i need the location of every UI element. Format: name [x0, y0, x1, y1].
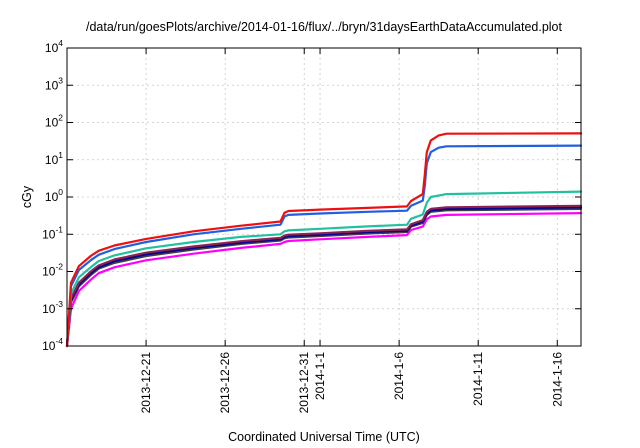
y-tick-label: 103: [45, 75, 63, 92]
grid: [67, 48, 581, 346]
x-tick-label: 2013-12-31: [297, 352, 311, 414]
x-tick-label: 2013-12-26: [218, 352, 232, 414]
x-tick-label: 2014-1-16: [550, 352, 564, 407]
x-tick-label: 2014-1-6: [392, 352, 406, 400]
chart-title: /data/run/goesPlots/archive/2014-01-16/f…: [86, 20, 562, 34]
x-axis-label: Coordinated Universal Time (UTC): [228, 430, 420, 444]
series-line-4: [65, 190, 583, 348]
y-axis-label: cGy: [20, 185, 34, 208]
series-line-5: [65, 144, 583, 348]
y-tick-label: 10-1: [42, 224, 63, 241]
y-tick-label: 10-2: [42, 262, 63, 279]
plot-frame: [66, 47, 582, 347]
x-axis: 2013-12-21 2013-12-26 2013-12-31 2014-1-1 20…: [139, 48, 564, 413]
y-axis: 10-4 10-3 10-2 10-1 100 101 102 103 104: [42, 38, 581, 353]
x-tick-label: 2014-1-11: [471, 352, 485, 406]
y-tick-label: 10-4: [42, 336, 63, 353]
series-lines: [65, 132, 583, 348]
y-tick-label: 10-3: [42, 299, 63, 316]
series-line-0: [65, 212, 583, 348]
series-line-6: [65, 132, 583, 348]
x-tick-label: 2013-12-21: [139, 352, 153, 414]
y-tick-label: 102: [45, 113, 63, 130]
y-tick-label: 100: [45, 187, 63, 204]
series-line-3: [65, 204, 583, 348]
y-tick-label: 101: [45, 150, 63, 167]
y-tick-label: 104: [45, 38, 63, 55]
x-tick-label: 2014-1-1: [313, 352, 327, 400]
